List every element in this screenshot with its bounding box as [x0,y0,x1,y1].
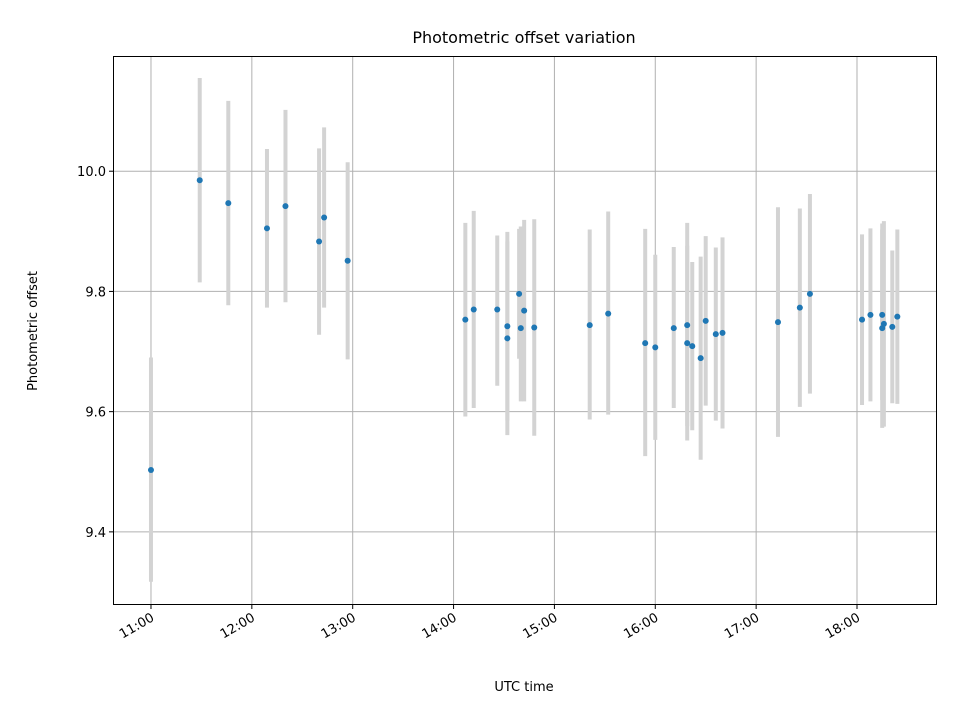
data-point [796,304,803,311]
plot-frame [113,56,937,605]
data-point [774,319,781,326]
data-point [225,200,232,207]
data-point [321,214,328,221]
data-point [147,466,154,473]
data-point [462,316,469,323]
data-point [605,310,612,317]
data-point [684,322,691,329]
x-axis: 11:00 12:00 13:00 14:00 15:00 16:00 17:00 18:00 [117,604,863,642]
y-tick-label: 10.0 [77,165,106,180]
data-point [504,323,511,330]
data-point [697,355,704,362]
data-point [282,203,289,210]
chart-title: Photometric offset variation [412,28,635,47]
x-tick-label: 12:00 [218,610,258,642]
data-point [494,306,501,313]
y-tick-label: 9.8 [85,285,106,300]
data-point [196,177,203,184]
point-layer [147,177,901,473]
data-point [889,323,896,330]
errorbar-layer [148,78,900,582]
data-point [894,313,901,320]
data-point [880,320,887,327]
x-tick-label: 16:00 [621,610,661,642]
x-tick-label: 13:00 [319,610,359,642]
data-point [689,343,696,350]
x-tick-label: 11:00 [117,610,157,642]
data-point [470,306,477,313]
y-tick-label: 9.4 [85,526,106,541]
y-axis: 9.4 9.6 9.8 10.0 [77,165,114,541]
x-tick-label: 15:00 [520,610,560,642]
data-point [586,322,593,329]
data-point [344,257,351,264]
data-point [652,344,659,351]
data-point [642,340,649,347]
data-point [521,307,528,314]
x-tick-label: 17:00 [722,610,762,642]
data-point [702,317,709,324]
data-point [516,290,523,297]
data-point [684,340,691,347]
x-tick-label: 18:00 [823,610,863,642]
data-point [867,311,874,318]
y-axis-label: Photometric offset [26,271,41,391]
data-point [531,324,538,331]
data-point [263,225,270,232]
data-point [719,329,726,336]
y-tick-label: 9.6 [85,406,106,421]
data-point [879,311,886,318]
x-axis-label: UTC time [494,680,553,695]
data-point [670,325,677,332]
data-point [316,238,323,245]
data-point [859,316,866,323]
x-tick-label: 14:00 [420,610,460,642]
data-point [504,335,511,342]
data-point [712,331,719,338]
data-point [806,290,813,297]
data-point [517,325,524,332]
